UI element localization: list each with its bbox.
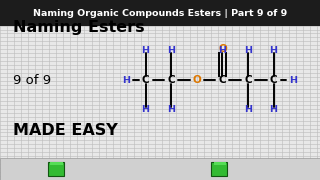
Text: H: H xyxy=(270,105,278,114)
Text: C: C xyxy=(270,75,277,85)
FancyBboxPatch shape xyxy=(212,162,227,176)
Text: H: H xyxy=(289,76,297,85)
Text: C: C xyxy=(219,75,226,85)
Text: H: H xyxy=(244,105,252,114)
Bar xyxy=(0,0,320,26)
Text: C: C xyxy=(244,75,252,85)
Text: H: H xyxy=(244,46,252,55)
Text: Naming Esters: Naming Esters xyxy=(13,20,144,35)
Text: H: H xyxy=(270,46,278,55)
Text: H: H xyxy=(141,105,150,114)
Text: H: H xyxy=(167,46,175,55)
Text: H: H xyxy=(123,76,131,85)
Text: MADE EASY: MADE EASY xyxy=(13,123,117,138)
FancyBboxPatch shape xyxy=(48,162,64,176)
FancyBboxPatch shape xyxy=(214,162,227,165)
Text: H: H xyxy=(167,105,175,114)
Text: C: C xyxy=(167,75,175,85)
Text: Naming Organic Compounds Esters | Part 9 of 9: Naming Organic Compounds Esters | Part 9… xyxy=(33,8,287,18)
Text: O: O xyxy=(192,75,201,85)
Text: 9 of 9: 9 of 9 xyxy=(13,74,51,87)
Text: H: H xyxy=(141,46,150,55)
Text: O: O xyxy=(218,44,227,54)
FancyBboxPatch shape xyxy=(51,162,63,165)
Bar xyxy=(0,158,320,180)
Text: C: C xyxy=(142,75,149,85)
Text: H: H xyxy=(218,46,227,55)
